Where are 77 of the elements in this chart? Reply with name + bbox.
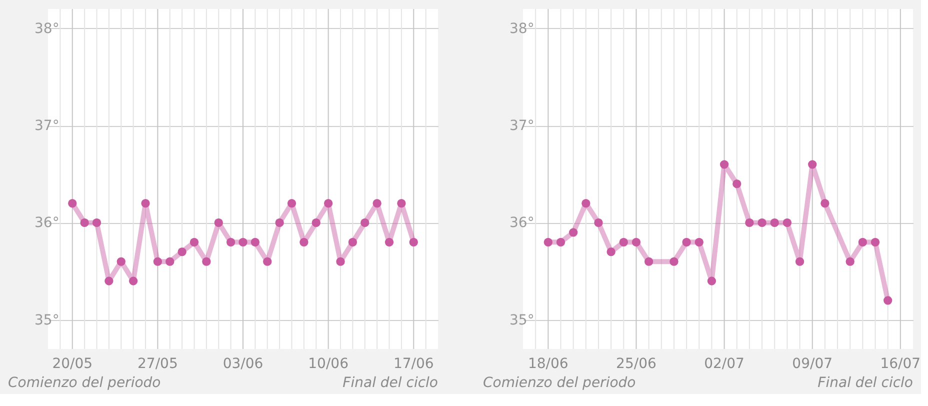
x-tick-label: 25/06 (616, 356, 656, 372)
y-tick-label: 37° (510, 118, 534, 134)
point (694, 238, 704, 246)
y-tick-label: 36° (510, 215, 534, 232)
point (884, 296, 892, 305)
point (153, 257, 162, 266)
point (275, 218, 284, 228)
x-tick-label: 09/07 (792, 356, 833, 372)
point (732, 180, 742, 188)
x-tick-label: 27/05 (138, 356, 178, 372)
point (141, 198, 150, 208)
y-tick-label: 37° (34, 118, 60, 134)
point (720, 160, 729, 169)
text: Comienzo del periodo (8, 375, 161, 391)
point (202, 257, 211, 266)
point (80, 218, 89, 228)
point (104, 276, 114, 286)
point (568, 228, 578, 237)
x-tick-label: 20/05 (52, 356, 93, 372)
point (770, 218, 779, 228)
x-tick-label: 02/07 (704, 356, 744, 372)
point (238, 238, 248, 246)
point (166, 257, 174, 266)
point (644, 257, 654, 266)
point (795, 257, 804, 266)
point (250, 238, 260, 246)
x-tick-label: 17/06 (393, 356, 434, 372)
point (582, 198, 590, 208)
point (846, 257, 854, 266)
point (116, 257, 126, 266)
x-tick-label: 18/06 (528, 356, 568, 372)
point (300, 238, 308, 246)
point (808, 160, 817, 169)
text: Comienzo del periodo (483, 375, 636, 391)
point (682, 238, 691, 246)
point (92, 218, 102, 228)
text: Final del ciclo (818, 375, 913, 391)
y-tick-label: 36° (34, 215, 60, 232)
point (606, 248, 616, 256)
point (556, 238, 566, 246)
point (870, 238, 880, 246)
point (544, 238, 552, 246)
point (178, 248, 186, 256)
point (324, 198, 333, 208)
point (594, 218, 603, 228)
point (758, 218, 766, 228)
y-tick-label: 35° (510, 312, 534, 328)
point (360, 218, 370, 228)
point (263, 257, 272, 266)
x-tick-label: 10/06 (308, 356, 349, 372)
point (287, 198, 296, 208)
point (128, 276, 138, 286)
point (858, 238, 868, 246)
point (745, 218, 754, 228)
point (409, 238, 418, 246)
point (68, 198, 77, 208)
x-tick-label: 16/07 (880, 356, 921, 372)
point (670, 257, 678, 266)
point (214, 218, 223, 228)
point (190, 238, 199, 246)
point (348, 238, 358, 246)
point (782, 218, 792, 228)
point (397, 198, 406, 208)
point (312, 218, 320, 228)
point (632, 238, 641, 246)
point (226, 238, 236, 246)
y-tick-label: 38° (34, 20, 60, 37)
point (384, 238, 394, 246)
point (372, 198, 382, 208)
point (820, 198, 830, 208)
y-tick-label: 38° (510, 20, 534, 37)
text: Final del ciclo (342, 375, 438, 391)
point (707, 276, 716, 286)
y-tick-label: 35° (34, 312, 60, 328)
point (336, 257, 345, 266)
point (619, 238, 628, 246)
x-tick-label: 03/06 (222, 356, 264, 372)
